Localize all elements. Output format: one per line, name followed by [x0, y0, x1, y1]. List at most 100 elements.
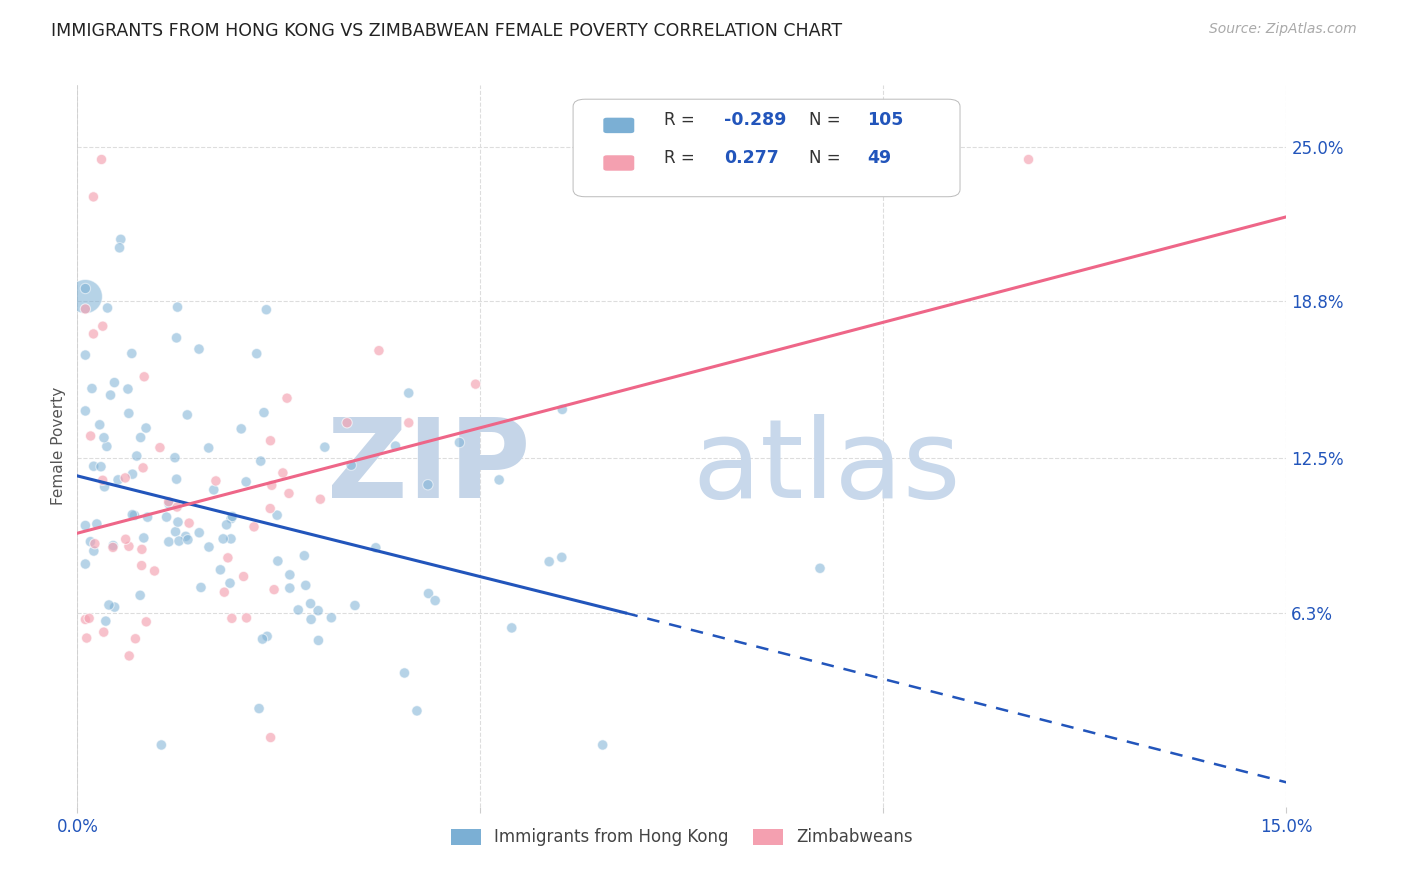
Point [166, 472, 188, 486]
Text: 105: 105 [868, 112, 903, 129]
Point [235, 475, 257, 489]
Point [253, 406, 276, 420]
Point [94, 614, 117, 628]
Point [83, 544, 105, 558]
Point [299, 612, 322, 626]
Point [134, 369, 156, 384]
Point [131, 542, 153, 557]
Text: 49: 49 [868, 149, 891, 167]
Y-axis label: Female Poverty: Female Poverty [51, 387, 66, 505]
Text: atlas: atlas [693, 414, 962, 521]
Point [266, 508, 288, 523]
Point [343, 599, 366, 613]
Point [278, 486, 301, 500]
Point [394, 665, 416, 680]
Point [188, 525, 211, 540]
Point [101, 541, 124, 555]
Point [75, 301, 97, 316]
Point [217, 550, 239, 565]
Point [118, 406, 141, 420]
Point [406, 704, 429, 718]
Point [488, 473, 510, 487]
Point [129, 588, 152, 602]
Text: R =: R = [664, 149, 704, 167]
Point [340, 458, 363, 473]
Point [75, 289, 97, 303]
Text: ZIP: ZIP [328, 414, 531, 521]
Point [132, 531, 155, 545]
Point [103, 539, 125, 553]
Text: -0.289: -0.289 [724, 112, 786, 129]
Text: Source: ZipAtlas.com: Source: ZipAtlas.com [1209, 22, 1357, 37]
Point [155, 510, 177, 524]
Point [179, 516, 201, 530]
Point [110, 232, 132, 246]
Point [219, 532, 242, 546]
Point [90, 459, 112, 474]
Point [93, 625, 115, 640]
Point [167, 534, 190, 549]
Point [75, 613, 97, 627]
Point [418, 586, 440, 600]
Point [83, 537, 105, 551]
Point [247, 701, 270, 715]
Text: N =: N = [808, 149, 846, 167]
Point [157, 497, 180, 511]
Text: R =: R = [664, 112, 700, 129]
Point [86, 516, 108, 531]
Point [190, 581, 212, 595]
Point [91, 319, 114, 334]
Text: N =: N = [808, 112, 846, 129]
Point [243, 520, 266, 534]
Point [157, 494, 180, 508]
Point [124, 508, 146, 523]
Point [276, 391, 298, 405]
Point [551, 402, 574, 417]
Point [538, 555, 561, 569]
Point [299, 597, 322, 611]
Point [104, 600, 127, 615]
Point [100, 388, 122, 402]
Point [398, 386, 420, 401]
Point [76, 631, 98, 645]
Point [260, 478, 283, 492]
Point [219, 511, 242, 525]
Point [83, 459, 105, 474]
Point [103, 376, 125, 390]
Point [75, 348, 97, 362]
Point [135, 421, 157, 435]
Point [464, 377, 486, 392]
Point [121, 346, 143, 360]
Point [117, 382, 139, 396]
Point [114, 471, 136, 485]
Point [259, 501, 281, 516]
Point [416, 477, 439, 491]
Point [235, 611, 257, 625]
Point [314, 440, 336, 454]
FancyBboxPatch shape [603, 118, 634, 133]
Point [551, 550, 574, 565]
Point [129, 431, 152, 445]
Point [307, 633, 329, 648]
Point [149, 441, 172, 455]
Point [212, 532, 235, 546]
Point [163, 450, 186, 465]
Point [254, 302, 277, 317]
Point [221, 611, 243, 625]
Point [278, 567, 301, 582]
Point [321, 611, 343, 625]
Point [278, 581, 301, 595]
Point [287, 603, 309, 617]
Point [75, 404, 97, 418]
Point [592, 738, 614, 752]
Point [96, 301, 118, 315]
Point [231, 422, 253, 436]
Point [198, 540, 221, 554]
Point [79, 534, 101, 549]
Point [249, 454, 271, 468]
Point [135, 615, 157, 629]
Point [125, 449, 148, 463]
FancyBboxPatch shape [603, 155, 634, 170]
Point [124, 632, 146, 646]
Point [232, 569, 254, 583]
